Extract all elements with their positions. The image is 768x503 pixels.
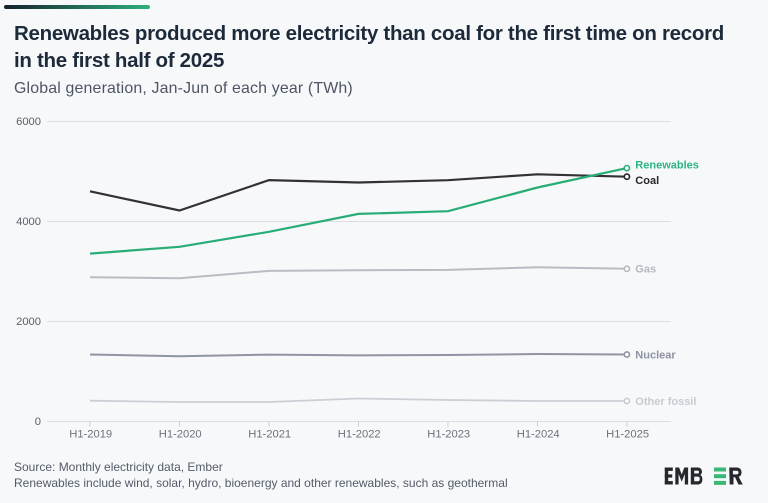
svg-text:Coal: Coal: [635, 175, 659, 187]
svg-text:Nuclear: Nuclear: [635, 349, 676, 361]
svg-text:H1-2022: H1-2022: [338, 429, 381, 441]
svg-text:0: 0: [35, 416, 41, 428]
svg-text:Renewables: Renewables: [635, 160, 699, 172]
svg-text:H1-2019: H1-2019: [69, 429, 112, 441]
svg-text:4000: 4000: [16, 216, 41, 228]
svg-text:H1-2023: H1-2023: [427, 429, 470, 441]
svg-text:Gas: Gas: [635, 263, 656, 275]
svg-text:H1-2025: H1-2025: [606, 429, 649, 441]
svg-text:6000: 6000: [16, 116, 41, 128]
svg-text:H1-2021: H1-2021: [248, 429, 291, 441]
svg-text:H1-2020: H1-2020: [159, 429, 202, 441]
svg-text:H1-2024: H1-2024: [517, 429, 560, 441]
svg-text:Other fossil: Other fossil: [635, 396, 696, 408]
svg-text:2000: 2000: [16, 316, 41, 328]
